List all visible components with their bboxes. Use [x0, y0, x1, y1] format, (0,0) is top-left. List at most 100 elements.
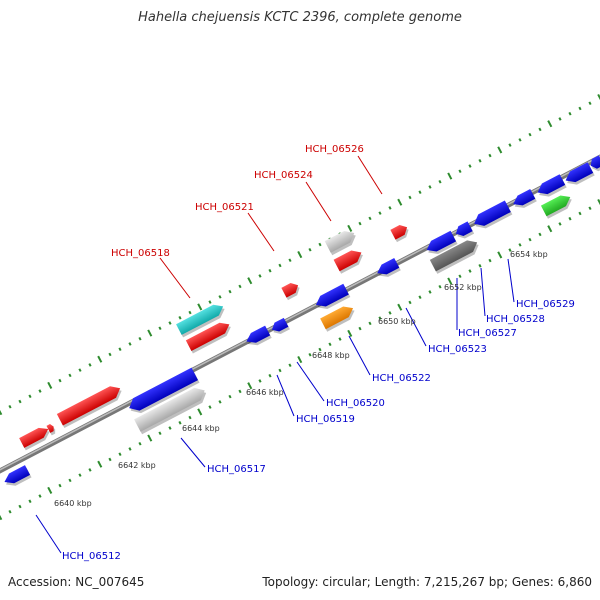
tick-dot [258, 274, 262, 278]
gene-arrow[interactable] [176, 301, 226, 335]
gene-features [2, 155, 600, 487]
gene-arrow[interactable] [126, 367, 199, 415]
tick-dot [397, 198, 403, 206]
tick-dot [558, 117, 562, 121]
gene-arrow[interactable] [2, 465, 31, 487]
gene-arrow[interactable] [333, 247, 365, 272]
tick-dot [8, 509, 12, 514]
tick-dot [388, 206, 392, 210]
gene-arrow[interactable] [588, 155, 600, 170]
tick-dot [338, 337, 342, 341]
leader-line [180, 437, 206, 468]
tick-dot [268, 268, 272, 273]
gene-label[interactable]: HCH_06517 [207, 464, 266, 475]
gene-arrow[interactable] [390, 222, 409, 240]
gene-label[interactable]: HCH_06518 [111, 248, 170, 259]
tick-dot [58, 483, 62, 488]
gene-arrow[interactable] [511, 189, 536, 209]
gene-arrow[interactable] [563, 162, 594, 186]
gene-arrow[interactable] [313, 283, 349, 310]
tick-dot [147, 329, 153, 337]
map-title: Hahella chejuensis KCTC 2396, complete g… [138, 10, 462, 25]
gene-arrow[interactable] [471, 200, 511, 229]
scale-tick-label: 6646 kbp [246, 388, 284, 397]
tick-dot [58, 378, 62, 383]
gene-arrow[interactable] [281, 280, 300, 298]
tick-dot [88, 468, 92, 472]
gene-label[interactable]: HCH_06529 [516, 299, 575, 310]
scale-tick-label: 6642 kbp [118, 461, 156, 470]
gene-arrow[interactable] [429, 237, 480, 272]
tick-dot [518, 138, 522, 142]
tick-dot [78, 368, 82, 372]
gene-label[interactable]: HCH_06522 [372, 373, 431, 384]
tick-dot [468, 269, 472, 273]
leader-line [276, 374, 295, 417]
tick-dot [178, 316, 182, 320]
gene-label[interactable]: HCH_06523 [428, 344, 487, 355]
tick-dot [118, 347, 122, 351]
tick-dot [478, 264, 482, 268]
gene-arrow[interactable] [56, 382, 123, 426]
gene-arrow[interactable] [270, 317, 289, 334]
tick-dot [97, 460, 103, 468]
leader-line [296, 361, 325, 402]
tick-dot [78, 473, 82, 477]
tick-dot [418, 190, 422, 194]
tick-dot [38, 494, 42, 498]
gene-arrow[interactable] [19, 424, 51, 448]
gene-arrow[interactable] [46, 423, 55, 433]
tick-dot [68, 478, 72, 483]
tick-dot [258, 379, 262, 383]
tick-dot [218, 400, 222, 404]
tick-dot [528, 237, 532, 242]
gene-label[interactable]: HCH_06512 [62, 551, 121, 562]
gene-label[interactable]: HCH_06521 [195, 202, 254, 213]
gene-label[interactable]: HCH_06527 [458, 328, 517, 339]
gene-arrow[interactable] [453, 221, 473, 238]
tick-dot [268, 373, 272, 378]
tick-dot [458, 169, 462, 174]
tick-dot [318, 347, 322, 352]
tick-dot [18, 504, 22, 509]
tick-dot [508, 248, 512, 252]
tick-dot [197, 303, 203, 311]
tick-dot [47, 486, 53, 494]
gene-arrow[interactable] [424, 230, 457, 256]
gene-label[interactable]: HCH_06528 [486, 314, 545, 325]
gene-arrow[interactable] [324, 227, 358, 253]
tick-dot [358, 326, 362, 331]
gene-arrow[interactable] [134, 384, 208, 432]
tick-dot [318, 242, 322, 247]
tick-dot [368, 321, 372, 326]
tick-dot [568, 216, 572, 221]
tick-dot [578, 211, 582, 216]
gene-label[interactable]: HCH_06526 [305, 144, 364, 155]
tick-dot [108, 457, 112, 462]
tick-dot [168, 321, 172, 325]
tick-dot [288, 363, 292, 368]
tick-dot [438, 179, 442, 184]
tick-dot [368, 216, 372, 221]
tick-dot [588, 206, 592, 211]
tick-dot [247, 382, 253, 390]
tick-dot [228, 289, 232, 294]
gene-label[interactable]: HCH_06524 [254, 170, 313, 181]
gene-arrow[interactable] [535, 174, 566, 198]
gene-arrow[interactable] [320, 303, 356, 330]
gene-arrow[interactable] [185, 319, 232, 351]
tick-dot [238, 389, 242, 394]
gene-arrow[interactable] [375, 258, 400, 278]
tick-dot [447, 277, 453, 285]
gene-arrow[interactable] [244, 325, 271, 347]
tick-dot [488, 153, 492, 158]
gene-label[interactable]: HCH_06520 [326, 398, 385, 409]
tick-dot [497, 146, 503, 154]
tick-dot [568, 111, 572, 116]
gene-arrow[interactable] [540, 192, 573, 217]
tick-dot [388, 311, 392, 315]
tick-dot [508, 143, 512, 147]
scale-tick-label: 6648 kbp [312, 351, 350, 360]
gene-label[interactable]: HCH_06519 [296, 414, 355, 425]
tick-dot [247, 277, 253, 285]
